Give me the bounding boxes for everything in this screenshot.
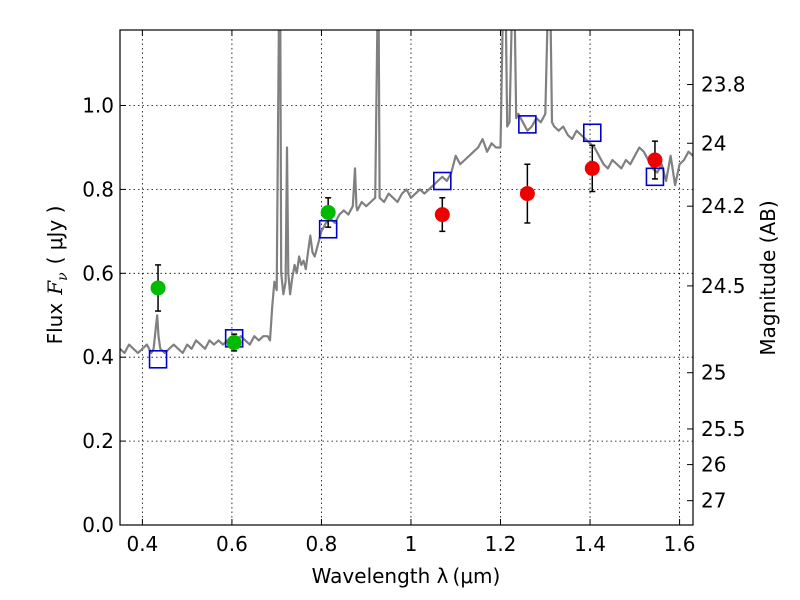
red-point <box>647 152 663 168</box>
y2-axis-title: Magnitude (AB) <box>756 200 780 355</box>
y2-tick-label: 24 <box>701 131 726 155</box>
axis-ticks: 0.4 0.6 0.8 1 1.2 1.4 1.6 0.0 0.2 0.4 0.6 0.8 1.0 23.… <box>82 30 746 556</box>
green-point <box>150 280 166 296</box>
plot-frame <box>119 29 694 526</box>
spectrum-line <box>120 30 693 355</box>
y2-tick-label: 27 <box>701 489 726 513</box>
y-axis-title-unit: ( μJy ) <box>43 206 67 265</box>
y-axis-title-subscript: ν <box>55 272 71 281</box>
x-tick-label: 0.4 <box>126 532 158 556</box>
x-tick-label: 1.2 <box>485 532 517 556</box>
y2-tick-label: 24.5 <box>701 274 746 298</box>
y2-tick-label: 26 <box>701 453 726 477</box>
model-square <box>518 115 537 134</box>
model-square <box>582 123 602 143</box>
x-tick-label: 1.6 <box>664 532 696 556</box>
y-tick-label: 0.8 <box>82 177 114 201</box>
data-markers <box>148 115 665 369</box>
plot-area <box>120 30 693 355</box>
x-tick-label: 0.6 <box>216 532 248 556</box>
x-axis-title-text: Wavelength λ <box>312 564 449 588</box>
green-point <box>226 335 242 351</box>
y-tick-label: 0.6 <box>82 261 114 285</box>
y-axis-title: Flux Fν ( μJy ) <box>43 206 71 345</box>
x-tick-label: 1.4 <box>574 532 606 556</box>
y-axis-title-symbol: F <box>43 280 67 296</box>
red-point <box>584 160 600 176</box>
plot-background <box>120 30 693 525</box>
y-axis-title-text: Flux <box>43 303 67 345</box>
x-tick-label: 0.8 <box>306 532 338 556</box>
y2-tick-label: 23.8 <box>701 73 746 97</box>
y-tick-label: 0.0 <box>82 513 114 537</box>
red-point <box>434 207 450 223</box>
y2-tick-label: 24.2 <box>701 194 746 218</box>
model-square <box>148 350 168 369</box>
y-tick-label: 0.2 <box>82 429 114 453</box>
red-point <box>519 186 535 202</box>
x-axis-title-unit: (μm) <box>453 564 501 588</box>
x-tick-label: 1 <box>405 532 418 556</box>
y2-tick-label: 25 <box>701 361 726 385</box>
model-square <box>433 171 452 191</box>
y2-tick-label: 25.5 <box>701 417 746 441</box>
y-tick-label: 0.4 <box>82 345 114 369</box>
green-point <box>320 204 336 220</box>
y-tick-label: 1.0 <box>82 94 114 118</box>
x-axis-title: Wavelength λ (μm) <box>312 564 501 588</box>
